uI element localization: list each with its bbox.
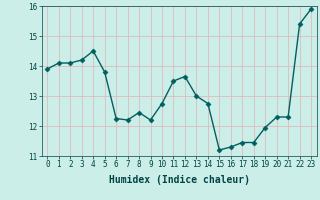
X-axis label: Humidex (Indice chaleur): Humidex (Indice chaleur) bbox=[109, 175, 250, 185]
